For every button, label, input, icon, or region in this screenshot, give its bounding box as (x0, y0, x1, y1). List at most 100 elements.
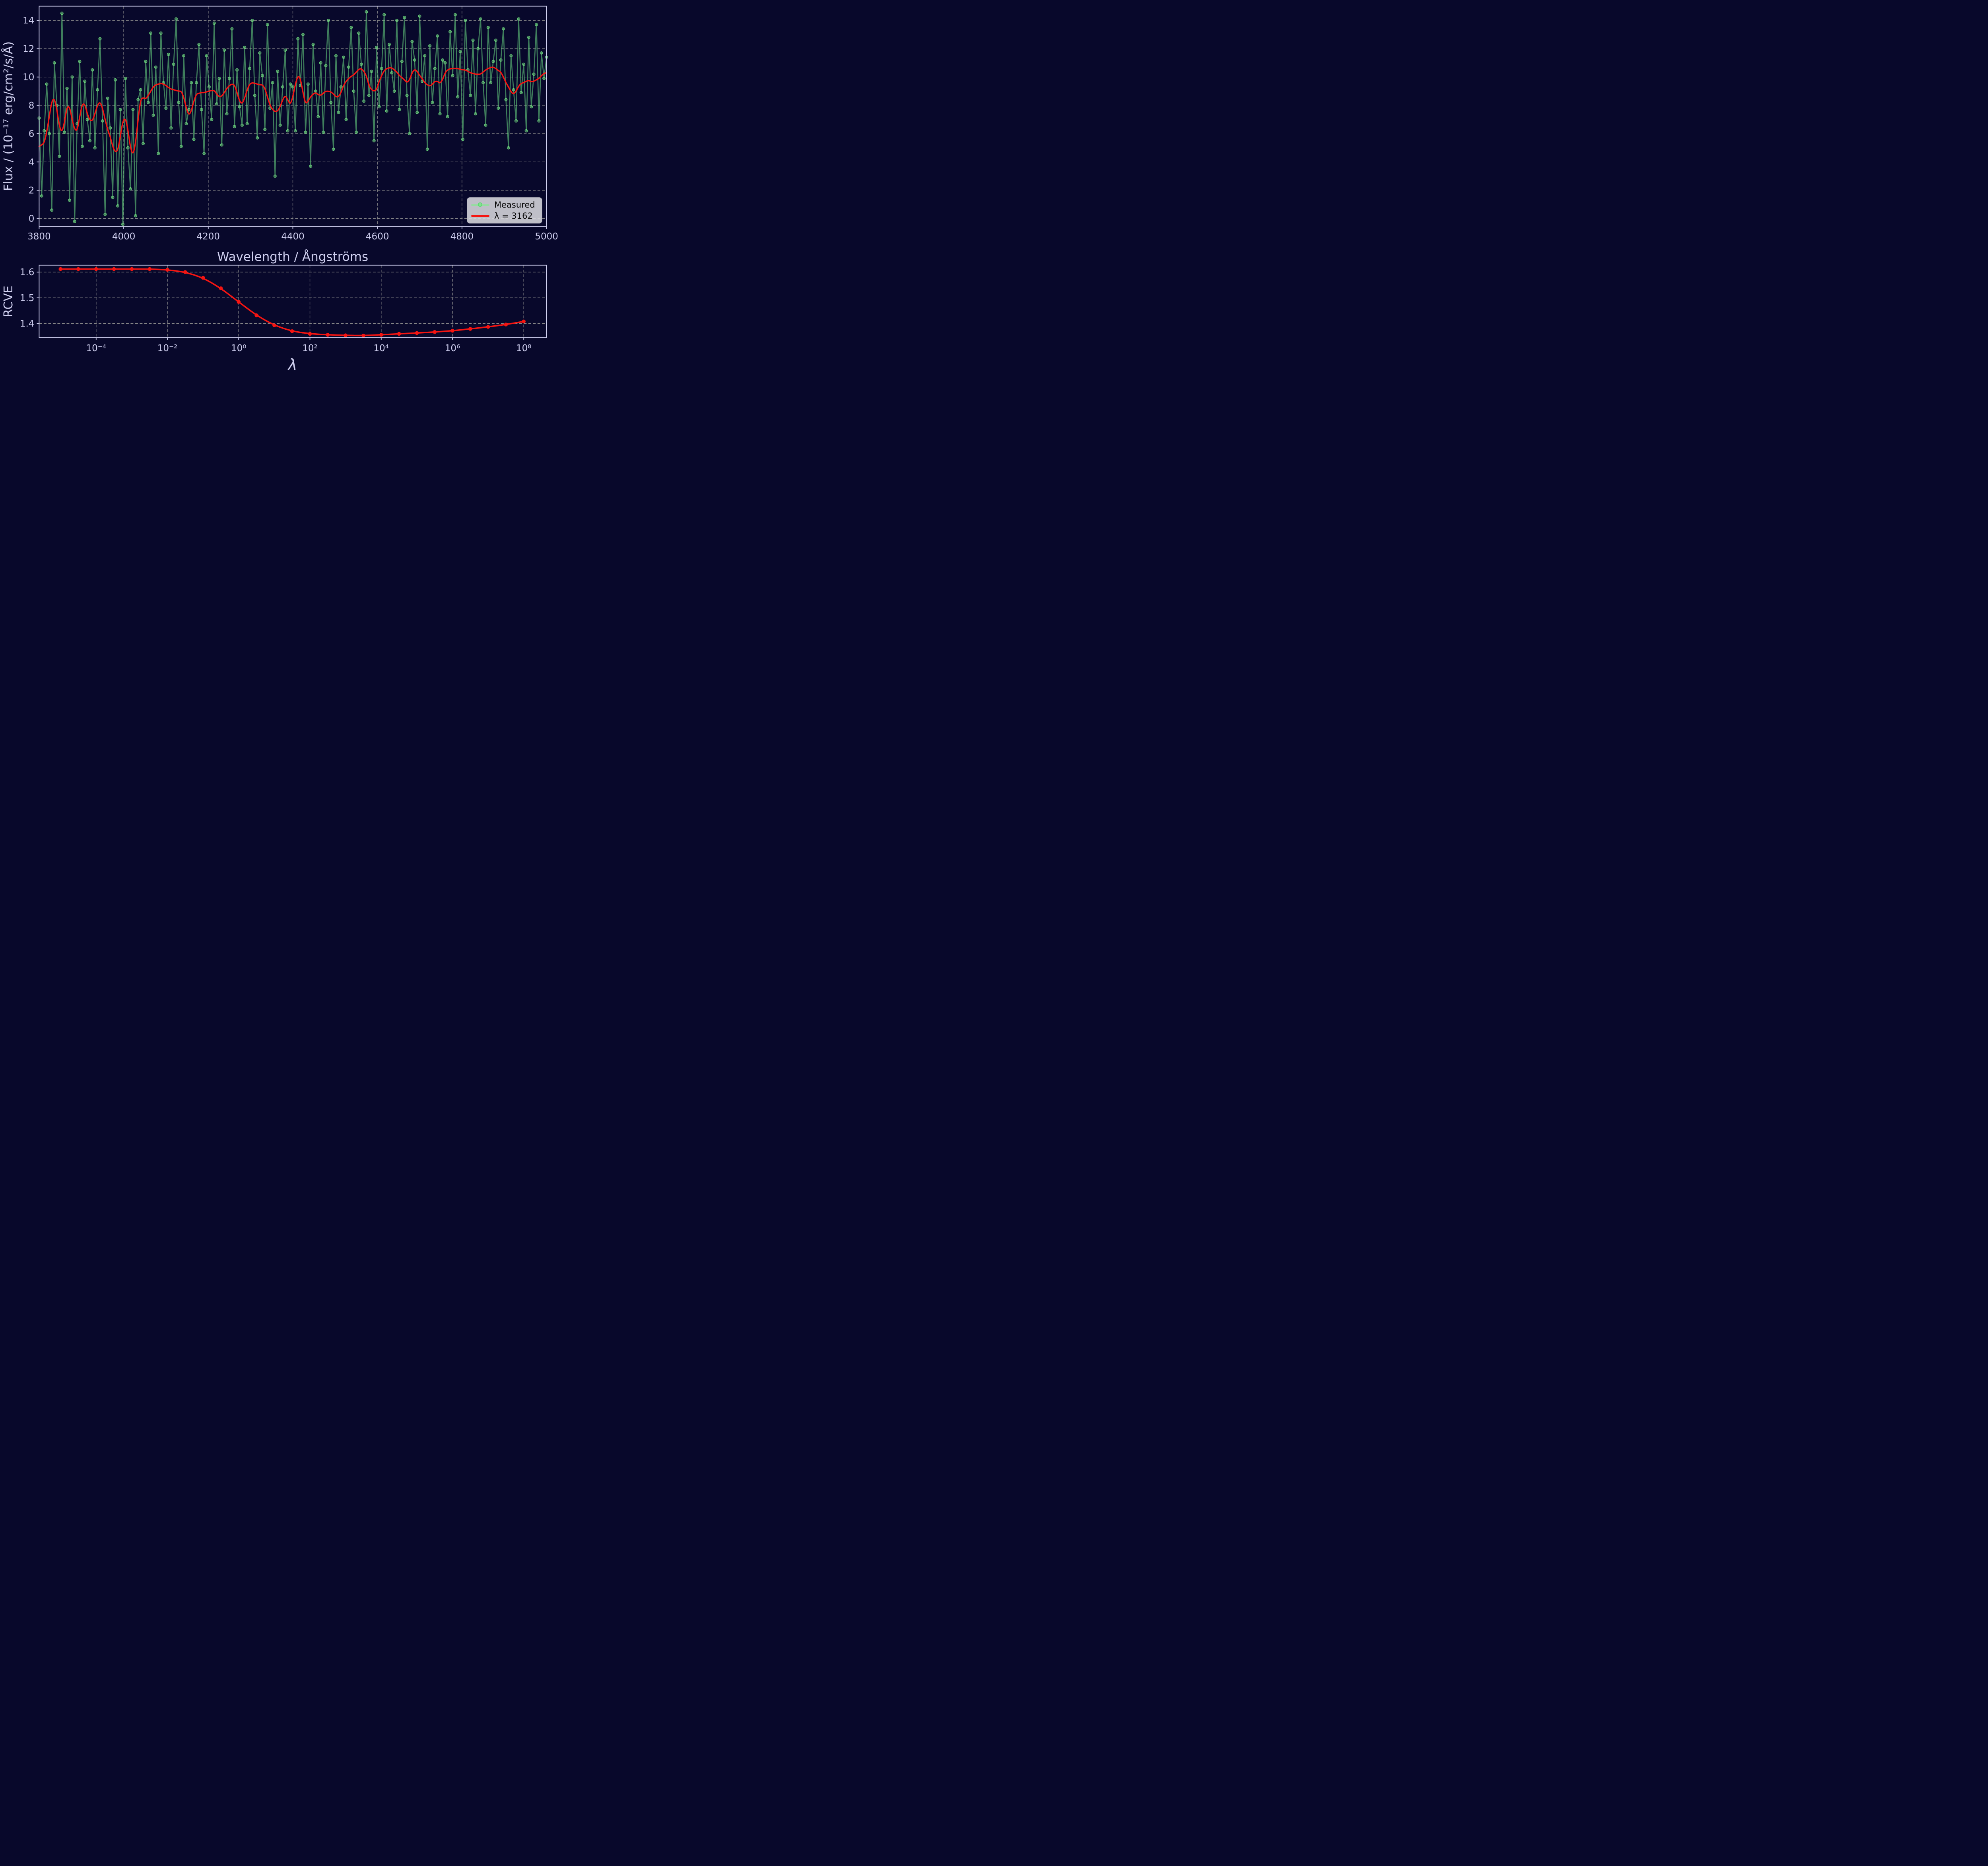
rcve-data-point (450, 328, 454, 333)
y-tick-label: 1.4 (20, 319, 35, 329)
measured-data-point (151, 113, 155, 117)
measured-data-point (446, 115, 449, 119)
measured-data-point (322, 130, 325, 134)
measured-data-point (451, 74, 454, 78)
wavelength-x-axis-label: Wavelength / Ångströms (217, 250, 368, 264)
figure: 3800 4000 4200 4400 4600 4800 5000 0 2 4 6 8 10 12 14 1… (0, 0, 564, 373)
measured-data-point (527, 35, 530, 39)
measured-data-point (304, 130, 307, 134)
measured-data-point (266, 23, 269, 26)
measured-data-point (540, 51, 543, 55)
measured-data-point (375, 45, 379, 49)
measured-data-point (489, 81, 493, 84)
rcve-data-point (504, 323, 508, 327)
measured-data-point (278, 123, 282, 127)
rcve-data-point (486, 325, 490, 329)
measured-data-point (344, 118, 348, 121)
measured-data-point (220, 143, 223, 147)
measured-data-point (63, 130, 66, 134)
measured-data-point (387, 43, 391, 46)
measured-data-point (164, 107, 168, 110)
measured-data-point (448, 30, 452, 33)
measured-data-point (433, 67, 437, 70)
measured-data-point (400, 60, 404, 63)
measured-data-point (418, 14, 421, 18)
measured-data-point (484, 123, 487, 127)
measured-data-point (139, 88, 142, 91)
measured-data-point (202, 152, 206, 155)
measured-data-point (159, 31, 163, 35)
measured-series-line (39, 11, 547, 225)
measured-data-point (385, 109, 388, 113)
measured-data-point (491, 60, 495, 63)
measured-data-point (126, 146, 130, 150)
measured-data-point (347, 65, 350, 69)
measured-data-point (223, 48, 226, 52)
measured-data-point (395, 19, 399, 22)
measured-data-point (464, 19, 467, 22)
y-tick-label: 12 (23, 44, 34, 54)
fit-curve-line (38, 66, 547, 154)
measured-data-point (149, 31, 153, 35)
measured-data-point (469, 93, 472, 97)
measured-data-point (359, 62, 363, 66)
measured-data-point (78, 60, 82, 63)
measured-data-point (85, 118, 89, 121)
measured-data-point (519, 91, 523, 94)
rcve-data-point (326, 333, 330, 337)
x-tick-label: 4400 (281, 231, 305, 242)
measured-data-point (109, 126, 112, 130)
measured-data-point (273, 174, 277, 178)
measured-data-point (215, 102, 219, 106)
measured-data-point (537, 119, 541, 123)
rcve-data-point (112, 267, 116, 271)
measured-data-point (179, 145, 183, 148)
legend-item-measured: Measured (470, 200, 538, 210)
x-tick-label: 10² (302, 343, 318, 354)
measured-data-point (329, 101, 333, 104)
rcve-data-point (148, 267, 152, 271)
x-tick-label: 4200 (197, 231, 220, 242)
measured-data-point (443, 61, 447, 65)
measured-data-point (101, 119, 104, 123)
measured-data-point (106, 97, 109, 100)
measured-data-point (248, 67, 251, 70)
y-tick-label: 6 (29, 129, 35, 139)
measured-data-point (514, 119, 518, 123)
measured-data-point (70, 75, 74, 79)
rcve-data-point (379, 333, 383, 337)
measured-data-point (382, 13, 386, 16)
measured-data-point (413, 58, 416, 62)
measured-data-point (456, 95, 460, 99)
measured-data-point (253, 93, 256, 97)
measured-data-point (91, 68, 94, 72)
measured-data-point (217, 77, 221, 80)
rcve-data-point (237, 300, 241, 304)
measured-data-point (372, 139, 376, 142)
measured-data-point (438, 112, 442, 116)
measured-data-point (286, 129, 289, 132)
measured-data-point (47, 132, 51, 136)
measured-data-point (479, 17, 482, 21)
measured-data-point (182, 54, 186, 58)
measured-data-point (339, 85, 343, 89)
measured-data-point (431, 101, 434, 104)
measured-data-point (423, 54, 427, 58)
measured-data-point (283, 48, 287, 52)
rcve-data-point (201, 276, 205, 280)
rcve-data-point (272, 323, 276, 327)
measured-data-point (471, 39, 475, 42)
measured-data-point (200, 108, 203, 111)
measured-data-point (238, 105, 241, 109)
measured-line-marker-icon (470, 200, 490, 210)
rcve-data-point (76, 267, 80, 271)
measured-data-point (144, 60, 148, 63)
measured-data-point (58, 155, 61, 158)
measured-data-point (530, 105, 533, 109)
measured-data-point (142, 142, 145, 146)
y-tick-label: 14 (23, 16, 34, 26)
measured-data-point (524, 129, 528, 132)
measured-data-point (507, 146, 510, 150)
measured-data-point (205, 54, 208, 58)
measured-data-point (177, 101, 181, 104)
